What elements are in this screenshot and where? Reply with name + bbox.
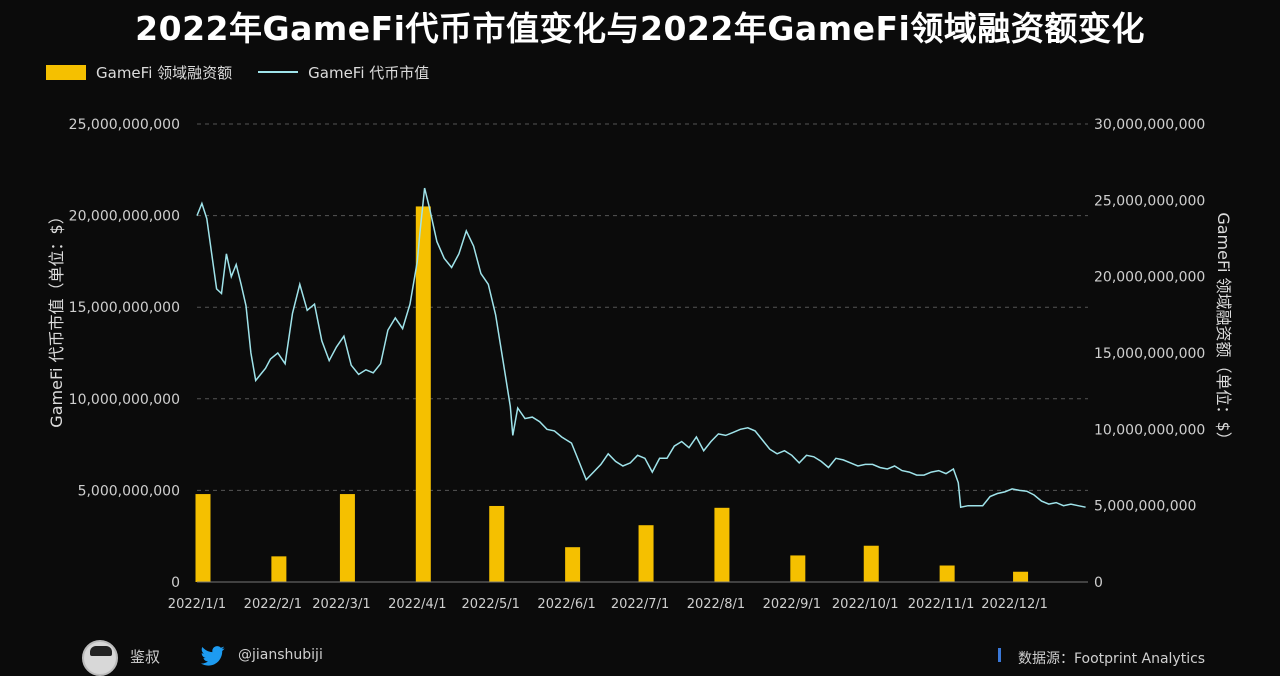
x-tick-4: 2022/5/1 [462, 597, 520, 612]
left-y-tick-2: 10,000,000,000 [69, 392, 180, 408]
bar-9 [863, 545, 879, 582]
x-tick-10: 2022/11/1 [908, 597, 975, 612]
bar-7 [714, 507, 730, 582]
bar-11 [1013, 571, 1029, 582]
author-handle[interactable]: @jianshubiji [238, 647, 323, 663]
chart-title: 2022年GameFi代币市值变化与2022年GameFi领域融资额变化 [135, 9, 1145, 48]
right-y-tick-3: 15,000,000,000 [1094, 346, 1205, 362]
x-tick-2: 2022/3/1 [312, 597, 370, 612]
right-y-tick-5: 25,000,000,000 [1094, 193, 1205, 209]
legend-line-swatch [258, 71, 299, 73]
left-y-tick-labels: 0 5,000,000,000 10,000,000,000 15,000,000,0… [69, 117, 180, 591]
left-y-tick-4: 20,000,000,000 [69, 209, 180, 225]
bar-6 [638, 525, 654, 582]
right-y-axis-label: GameFi 领域融资额（单位：$） [1214, 212, 1233, 447]
left-y-axis-label: GameFi 代币市值（单位：$） [47, 208, 66, 427]
right-y-tick-1: 5,000,000,000 [1094, 499, 1196, 515]
combo-chart: 2022/1/1 2022/2/1 2022/3/1 2022/4/1 2022/5/1… [47, 117, 1233, 612]
source-marker [998, 648, 1001, 662]
legend: GameFi 领域融资额 GameFi 代币市值 [46, 60, 429, 84]
x-tick-11: 2022/12/1 [981, 597, 1048, 612]
x-tick-8: 2022/9/1 [763, 597, 821, 612]
x-tick-6: 2022/7/1 [611, 597, 669, 612]
left-y-tick-1: 5,000,000,000 [78, 483, 180, 499]
bar-series [195, 206, 1029, 582]
left-y-tick-3: 15,000,000,000 [69, 300, 180, 316]
author-name: 鉴叔 [130, 648, 161, 666]
right-y-tick-0: 0 [1094, 575, 1103, 591]
bar-5 [565, 547, 581, 582]
x-tick-7: 2022/8/1 [687, 597, 745, 612]
legend-bar-label: GameFi 领域融资额 [96, 63, 233, 82]
bar-10 [939, 565, 955, 582]
x-tick-labels: 2022/1/1 2022/2/1 2022/3/1 2022/4/1 2022/5/1… [168, 597, 1048, 612]
bar-8 [790, 555, 806, 582]
right-y-tick-4: 20,000,000,000 [1094, 270, 1205, 286]
bar-0 [195, 494, 211, 582]
x-tick-9: 2022/10/1 [832, 597, 899, 612]
right-y-tick-2: 10,000,000,000 [1094, 422, 1205, 438]
x-tick-5: 2022/6/1 [537, 597, 595, 612]
legend-bar-swatch [46, 64, 86, 80]
x-tick-0: 2022/1/1 [168, 597, 226, 612]
bar-2 [339, 494, 355, 582]
legend-line-label: GameFi 代币市值 [308, 63, 430, 82]
x-tick-3: 2022/4/1 [388, 597, 446, 612]
bar-1 [271, 556, 287, 582]
data-source: 数据源：Footprint Analytics [1018, 651, 1206, 667]
grid-lines [197, 123, 1088, 491]
left-y-tick-5: 25,000,000,000 [69, 117, 180, 133]
twitter-bird-icon [200, 646, 225, 666]
bar-4 [489, 505, 505, 582]
right-y-tick-labels: 0 5,000,000,000 10,000,000,000 15,000,000,0… [1094, 117, 1205, 591]
market-cap-line [196, 187, 1086, 509]
author-avatar [82, 640, 118, 676]
x-tick-1: 2022/2/1 [244, 597, 302, 612]
right-y-tick-6: 30,000,000,000 [1094, 117, 1205, 133]
bar-3 [415, 206, 431, 582]
left-y-tick-0: 0 [171, 575, 180, 591]
